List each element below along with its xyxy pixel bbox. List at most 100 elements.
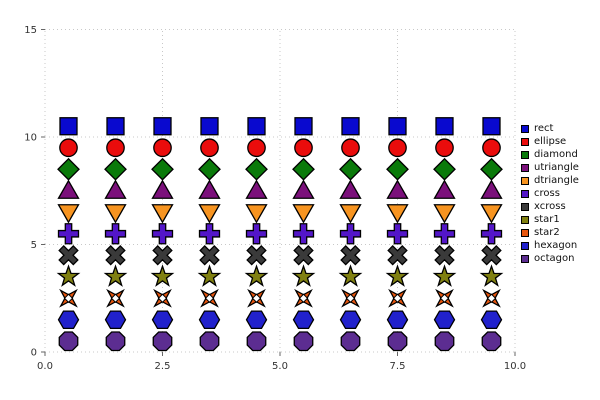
marker-diamond xyxy=(245,157,268,181)
marker-utriangle xyxy=(151,179,174,199)
marker-xcross xyxy=(387,245,408,266)
marker-dtriangle xyxy=(198,204,221,224)
marker-diamond xyxy=(433,157,456,181)
marker-ellipse xyxy=(388,138,407,158)
y-tick-label: 10 xyxy=(24,133,37,144)
marker-star2-center xyxy=(157,293,168,303)
marker-rect xyxy=(59,117,78,136)
legend-label: diamond xyxy=(534,149,578,160)
legend-item-xcross: xcross xyxy=(521,202,579,212)
marker-diamond xyxy=(386,157,409,181)
marker-dtriangle xyxy=(57,204,80,224)
legend-swatch-dtriangle xyxy=(521,177,529,185)
marker-star2-center xyxy=(204,293,215,303)
marker-star1 xyxy=(103,264,128,287)
marker-utriangle xyxy=(57,179,80,199)
marker-utriangle xyxy=(386,179,409,199)
marker-rect xyxy=(153,117,172,136)
marker-cross xyxy=(433,223,456,245)
legend-label: ellipse xyxy=(534,136,567,147)
marker-cross xyxy=(151,223,174,245)
marker-star2-center xyxy=(298,293,309,303)
marker-octagon xyxy=(434,331,455,352)
y-tick-label: 5 xyxy=(31,240,37,251)
marker-octagon xyxy=(481,331,502,352)
x-tick-label: 10.0 xyxy=(504,361,526,372)
marker-ellipse xyxy=(59,138,78,158)
marker-star1 xyxy=(150,264,175,287)
marker-octagon xyxy=(199,331,220,352)
legend-item-dtriangle: dtriangle xyxy=(521,176,579,186)
marker-xcross xyxy=(58,245,79,266)
marker-xcross xyxy=(246,245,267,266)
marker-dtriangle xyxy=(104,204,127,224)
marker-cross xyxy=(104,223,127,245)
legend: rect ellipse diamond utriangle dtriangle cros… xyxy=(521,124,579,264)
marker-dtriangle xyxy=(386,204,409,224)
legend-item-cross: cross xyxy=(521,189,579,199)
legend-label: octagon xyxy=(534,253,575,264)
marker-hexagon xyxy=(245,310,268,330)
marker-star2-center xyxy=(392,293,403,303)
legend-swatch-rect xyxy=(521,125,529,133)
marker-diamond xyxy=(57,157,80,181)
legend-item-star1: star1 xyxy=(521,215,579,225)
marker-utriangle xyxy=(480,179,503,199)
legend-item-utriangle: utriangle xyxy=(521,163,579,173)
legend-swatch-xcross xyxy=(521,203,529,211)
marker-xcross xyxy=(481,245,502,266)
legend-label: hexagon xyxy=(534,240,578,251)
marker-star1 xyxy=(385,264,410,287)
legend-item-diamond: diamond xyxy=(521,150,579,160)
marker-cross xyxy=(386,223,409,245)
marker-utriangle xyxy=(245,179,268,199)
marker-cross xyxy=(292,223,315,245)
legend-item-octagon: octagon xyxy=(521,254,579,264)
marker-xcross xyxy=(340,245,361,266)
marker-dtriangle xyxy=(433,204,456,224)
legend-item-rect: rect xyxy=(521,124,579,134)
legend-label: dtriangle xyxy=(534,175,579,186)
marker-ellipse xyxy=(341,138,360,158)
marker-octagon xyxy=(293,331,314,352)
marker-hexagon xyxy=(386,310,409,330)
marker-utriangle xyxy=(292,179,315,199)
legend-label: star2 xyxy=(534,227,560,238)
marker-xcross xyxy=(293,245,314,266)
legend-swatch-hexagon xyxy=(521,242,529,250)
marker-utriangle xyxy=(104,179,127,199)
marker-rect xyxy=(435,117,454,136)
legend-label: star1 xyxy=(534,214,560,225)
y-tick-label: 0 xyxy=(31,348,37,359)
marker-utriangle xyxy=(433,179,456,199)
marker-diamond xyxy=(198,157,221,181)
legend-item-hexagon: hexagon xyxy=(521,241,579,251)
marker-diamond xyxy=(292,157,315,181)
marker-star2-center xyxy=(486,293,497,303)
marker-hexagon xyxy=(292,310,315,330)
marker-xcross xyxy=(199,245,220,266)
marker-rect xyxy=(388,117,407,136)
marker-ellipse xyxy=(247,138,266,158)
legend-item-ellipse: ellipse xyxy=(521,137,579,147)
marker-star2-center xyxy=(110,293,121,303)
marker-hexagon xyxy=(480,310,503,330)
marker-octagon xyxy=(246,331,267,352)
marker-diamond xyxy=(151,157,174,181)
legend-label: xcross xyxy=(534,201,566,212)
x-tick-label: 2.5 xyxy=(155,361,171,372)
marker-cross xyxy=(339,223,362,245)
marker-star1 xyxy=(479,264,504,287)
legend-swatch-utriangle xyxy=(521,164,529,172)
marker-utriangle xyxy=(198,179,221,199)
marker-octagon xyxy=(152,331,173,352)
marker-rect xyxy=(247,117,266,136)
marker-star2-center xyxy=(345,293,356,303)
marker-octagon xyxy=(340,331,361,352)
marker-rect xyxy=(294,117,313,136)
marker-hexagon xyxy=(57,310,80,330)
marker-hexagon xyxy=(339,310,362,330)
marker-hexagon xyxy=(198,310,221,330)
marker-hexagon xyxy=(151,310,174,330)
marker-star1 xyxy=(244,264,269,287)
